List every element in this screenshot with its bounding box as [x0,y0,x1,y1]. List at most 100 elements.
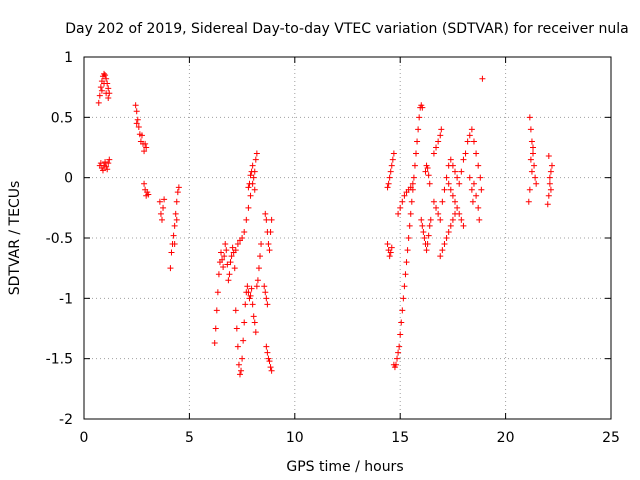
data-point [430,150,437,157]
x-tick-label: 25 [602,430,620,446]
data-point [225,277,232,284]
data-point [257,253,264,260]
data-point [133,120,140,127]
data-point [447,156,454,163]
data-point [268,216,275,223]
data-point [396,343,403,350]
data-point [407,184,414,191]
data-point [466,174,473,181]
data-point [400,295,407,302]
x-tick-label: 15 [391,430,409,446]
y-tick-label: -2 [59,412,73,428]
data-point [394,355,401,362]
data-point [264,301,271,308]
data-point [95,99,102,106]
data-point [105,160,112,167]
data-point [397,204,404,211]
data-point [452,168,459,175]
data-point [263,216,270,223]
data-point [157,210,164,217]
data-point [142,140,149,147]
data-point [430,198,437,205]
plot-frame [83,56,612,420]
data-point [268,367,275,374]
data-point [466,132,473,139]
data-point [416,114,423,121]
data-point [141,180,148,187]
data-point [218,249,225,256]
data-point [247,292,254,299]
data-point [438,126,445,133]
data-point [477,174,484,181]
data-point [458,216,465,223]
data-point [240,337,247,344]
data-point [103,75,110,82]
data-point [241,319,248,326]
data-point [99,167,106,174]
data-point [452,198,459,205]
data-point [454,174,461,181]
data-point [435,210,442,217]
data-point [171,222,178,229]
data-point [245,289,252,296]
data-point [253,150,260,157]
data-point [234,343,241,350]
data-point [221,253,228,260]
data-point [242,301,249,308]
data-point [215,271,222,278]
x-axis-label: GPS time / hours [286,459,403,475]
data-point [250,174,257,181]
data-point [437,216,444,223]
data-point [235,361,242,368]
data-point [103,90,110,97]
data-point [410,174,417,181]
data-point [468,186,475,193]
data-point [547,186,554,193]
data-point [456,210,463,217]
x-tick-label: 0 [80,430,89,446]
data-point [399,198,406,205]
data-point [415,126,422,133]
data-point [261,283,268,290]
data-point [407,210,414,217]
data-point [424,241,431,248]
data-point [174,189,181,196]
data-point [422,168,429,175]
data-point [530,144,537,151]
data-point [433,204,440,211]
data-point [531,162,538,169]
data-point [104,166,111,173]
axis-ticks: 0 5 10 15 20 25 -2 -1.5 -1 -0.5 0 0.5 1 [46,50,620,446]
y-tick-label: -1.5 [46,352,73,368]
data-point [172,210,179,217]
data-point [426,222,433,229]
data-point [395,349,402,356]
data-point [433,144,440,151]
data-point [425,232,432,239]
data-point [253,283,260,290]
data-point [175,184,182,191]
data-point [449,192,456,199]
data-point [168,249,175,256]
data-point [454,204,461,211]
data-point [401,192,408,199]
data-point [245,184,252,191]
data-point [449,162,456,169]
data-point [399,307,406,314]
data-point [132,102,139,109]
data-point [445,228,452,235]
data-point [437,132,444,139]
data-point [264,349,271,356]
data-point [464,138,471,145]
data-point [468,126,475,133]
data-point [243,216,250,223]
data-point [245,204,252,211]
data-point [469,198,476,205]
data-point [232,307,239,314]
data-point [456,180,463,187]
data-point [548,162,555,169]
data-point [404,247,411,254]
data-point [238,367,245,374]
y-axis-label: SDTVAR / TECUs [7,181,23,296]
